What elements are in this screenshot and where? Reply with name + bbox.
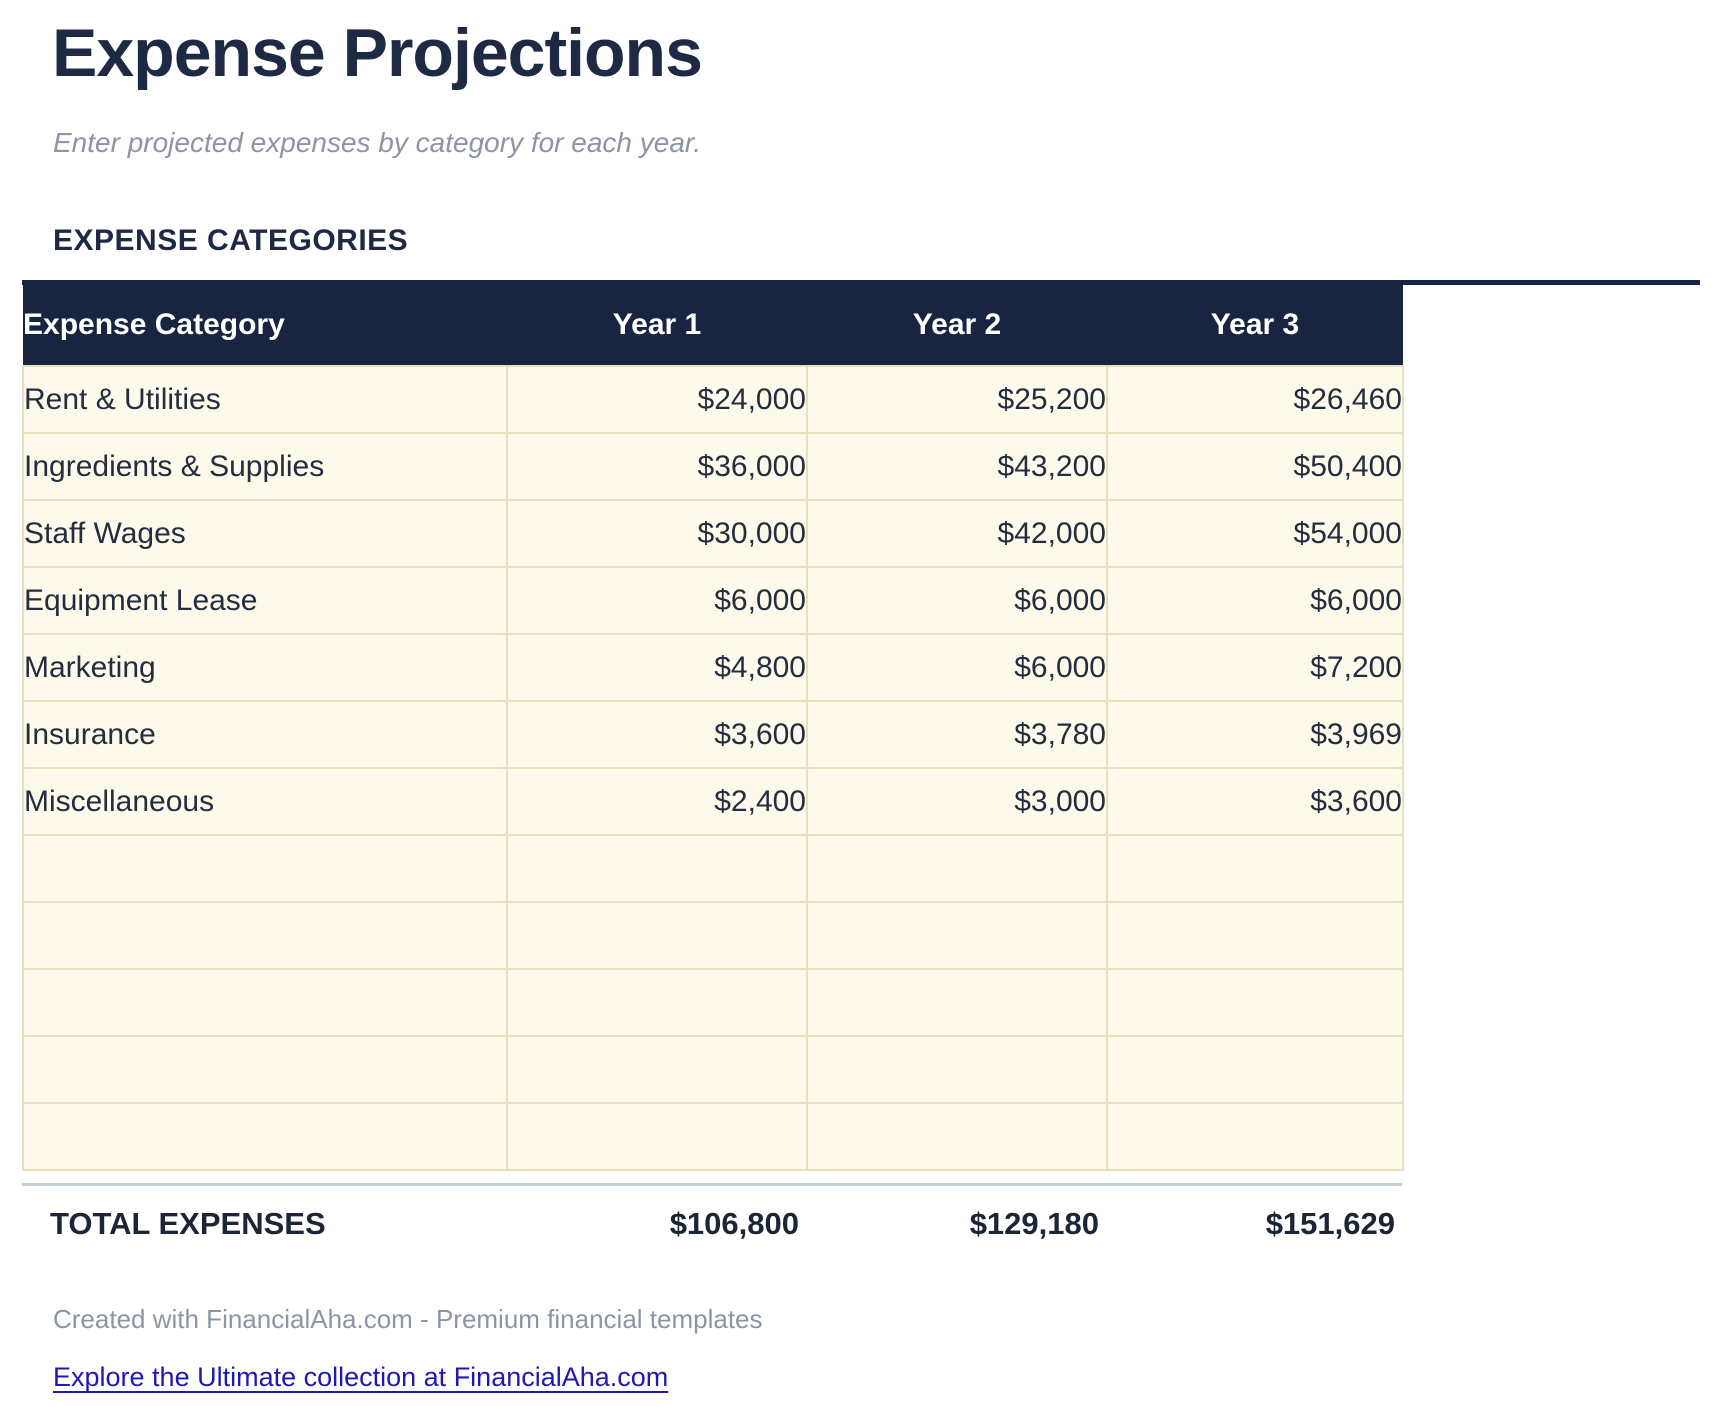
empty-cell <box>1106 834 1404 904</box>
footer-link[interactable]: Explore the Ultimate collection at Finan… <box>53 1362 669 1393</box>
empty-cell <box>506 1035 808 1105</box>
total-label: TOTAL EXPENSES <box>50 1206 326 1242</box>
page-title: Expense Projections <box>52 15 703 91</box>
table-row: Insurance $3,600 $3,780 $3,969 <box>22 700 1404 770</box>
amount-cell-year-3: $6,000 <box>1106 566 1404 636</box>
amount-cell-year-2: $42,000 <box>806 499 1108 569</box>
amount-cell-year-2: $6,000 <box>806 566 1108 636</box>
empty-cell <box>506 834 808 904</box>
amount-cell-year-3: $26,460 <box>1106 365 1404 435</box>
amount-cell-year-2: $6,000 <box>806 633 1108 703</box>
empty-cell <box>806 834 1108 904</box>
empty-cell <box>22 834 508 904</box>
table-top-rule <box>22 280 1700 286</box>
empty-cell <box>22 968 508 1038</box>
amount-cell-year-2: $25,200 <box>806 365 1108 435</box>
footer-note: Created with FinancialAha.com - Premium … <box>53 1304 763 1335</box>
table-row: Miscellaneous $2,400 $3,000 $3,600 <box>22 767 1404 837</box>
empty-row <box>22 834 1404 904</box>
empty-row <box>22 1035 1404 1105</box>
category-cell: Staff Wages <box>22 499 508 569</box>
empty-row <box>22 1102 1404 1172</box>
col-header-year-2: Year 2 <box>807 285 1107 367</box>
section-heading: EXPENSE CATEGORIES <box>53 223 409 257</box>
amount-cell-year-3: $54,000 <box>1106 499 1404 569</box>
col-header-year-1: Year 1 <box>507 285 807 367</box>
empty-cell <box>806 1035 1108 1105</box>
amount-cell-year-1: $36,000 <box>506 432 808 502</box>
table-row: Marketing $4,800 $6,000 $7,200 <box>22 633 1404 703</box>
col-header-expense-category: Expense Category <box>23 285 507 367</box>
page-subtitle: Enter projected expenses by category for… <box>53 127 701 159</box>
table-row: Staff Wages $30,000 $42,000 $54,000 <box>22 499 1404 569</box>
expense-table: Expense Category Year 1 Year 2 Year 3 Re… <box>22 285 1404 1172</box>
total-row: TOTAL EXPENSES $106,800 $129,180 $151,62… <box>22 1206 1402 1242</box>
category-cell: Insurance <box>22 700 508 770</box>
amount-cell-year-3: $3,600 <box>1106 767 1404 837</box>
empty-cell <box>1106 901 1404 971</box>
amount-cell-year-1: $3,600 <box>506 700 808 770</box>
empty-cell <box>1106 968 1404 1038</box>
table-row: Ingredients & Supplies $36,000 $43,200 $50,… <box>22 432 1404 502</box>
total-divider <box>22 1183 1402 1187</box>
category-cell: Miscellaneous <box>22 767 508 837</box>
amount-cell-year-1: $2,400 <box>506 767 808 837</box>
amount-cell-year-3: $50,400 <box>1106 432 1404 502</box>
empty-row <box>22 901 1404 971</box>
amount-cell-year-1: $4,800 <box>506 633 808 703</box>
empty-cell <box>806 901 1108 971</box>
category-cell: Marketing <box>22 633 508 703</box>
amount-cell-year-1: $6,000 <box>506 566 808 636</box>
empty-row <box>22 968 1404 1038</box>
col-header-year-3: Year 3 <box>1107 285 1403 367</box>
empty-cell <box>22 901 508 971</box>
total-year-2-value: $129,180 <box>969 1206 1099 1242</box>
table-header-row: Expense Category Year 1 Year 2 Year 3 <box>23 285 1403 367</box>
amount-cell-year-2: $3,000 <box>806 767 1108 837</box>
amount-cell-year-1: $24,000 <box>506 365 808 435</box>
table-row: Equipment Lease $6,000 $6,000 $6,000 <box>22 566 1404 636</box>
category-cell: Ingredients & Supplies <box>22 432 508 502</box>
total-year-1-value: $106,800 <box>669 1206 799 1242</box>
amount-cell-year-2: $43,200 <box>806 432 1108 502</box>
empty-cell <box>506 901 808 971</box>
empty-cell <box>506 968 808 1038</box>
empty-cell <box>1106 1102 1404 1172</box>
amount-cell-year-2: $3,780 <box>806 700 1108 770</box>
empty-cell <box>806 1102 1108 1172</box>
amount-cell-year-3: $3,969 <box>1106 700 1404 770</box>
amount-cell-year-1: $30,000 <box>506 499 808 569</box>
empty-cell <box>1106 1035 1404 1105</box>
empty-cell <box>22 1035 508 1105</box>
category-cell: Equipment Lease <box>22 566 508 636</box>
category-cell: Rent & Utilities <box>22 365 508 435</box>
empty-cell <box>806 968 1108 1038</box>
table-row: Rent & Utilities $24,000 $25,200 $26,460 <box>22 365 1404 435</box>
empty-cell <box>22 1102 508 1172</box>
empty-cell <box>506 1102 808 1172</box>
amount-cell-year-3: $7,200 <box>1106 633 1404 703</box>
total-year-3-value: $151,629 <box>1265 1206 1395 1242</box>
